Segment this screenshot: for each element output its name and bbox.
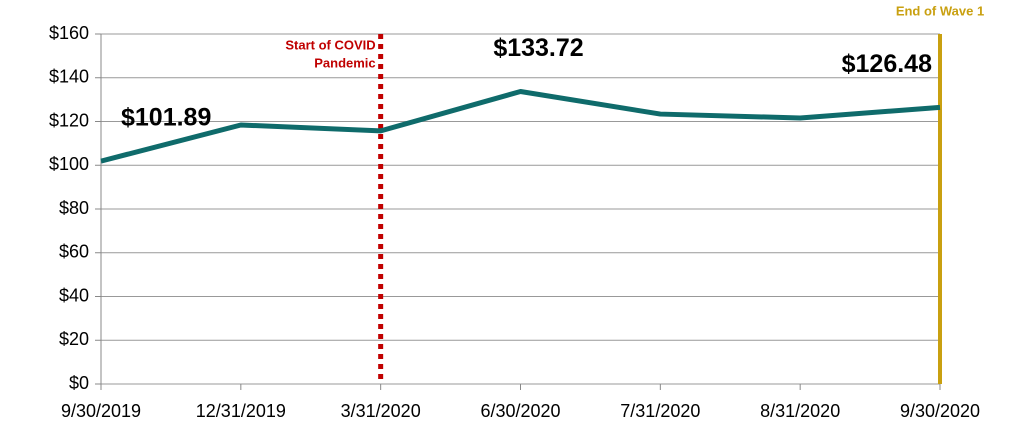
y-tick-label: $0 (69, 373, 89, 393)
x-tick-label: 7/31/2020 (620, 401, 700, 421)
y-tick-label: $140 (49, 67, 89, 87)
annotation-text: Start of COVID (285, 37, 375, 52)
x-tick-label: 9/30/2020 (900, 401, 980, 421)
x-tick-label: 8/31/2020 (760, 401, 840, 421)
y-tick-label: $20 (59, 329, 89, 349)
x-tick-label: 12/31/2019 (196, 401, 286, 421)
y-tick-label: $80 (59, 198, 89, 218)
y-tick-label: $60 (59, 242, 89, 262)
annotation-text: End of Wave 1 (896, 3, 984, 18)
y-tick-label: $120 (49, 110, 89, 130)
data-label: $133.72 (493, 34, 583, 62)
data-label: $126.48 (842, 50, 932, 78)
x-tick-label: 6/30/2020 (480, 401, 560, 421)
y-tick-label: $100 (49, 154, 89, 174)
x-tick-label: 3/31/2020 (341, 401, 421, 421)
y-tick-label: $160 (49, 23, 89, 43)
data-label: $101.89 (121, 104, 211, 132)
x-tick-label: 9/30/2019 (61, 401, 141, 421)
annotation-text: Pandemic (314, 55, 375, 70)
line (100, 88, 941, 164)
y-tick-label: $40 (59, 285, 89, 305)
